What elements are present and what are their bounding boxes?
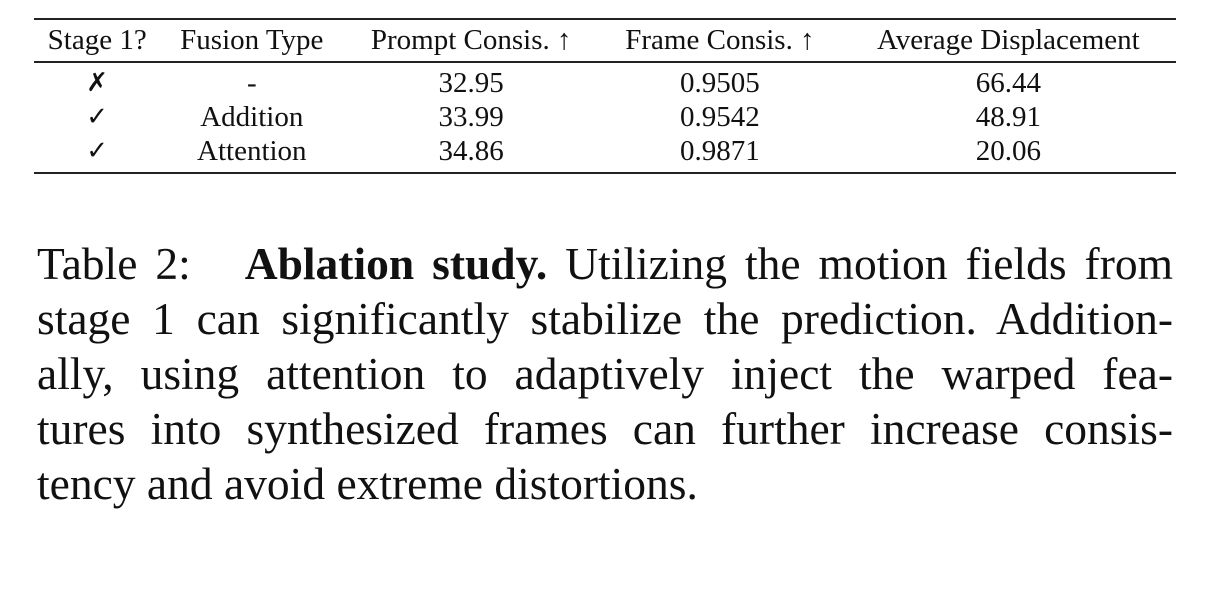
ablation-table: Stage 1? Fusion Type Prompt Consis. ↑ Fr…: [34, 18, 1176, 174]
cell: 20.06: [975, 135, 1041, 167]
caption-line: Table 2: Ablation study. Utilizing the m…: [37, 236, 1173, 291]
check-mark-icon: ✓: [86, 102, 109, 132]
header-frame-consis: Frame Consis. ↑: [625, 24, 815, 56]
cell: 32.95: [438, 67, 504, 99]
header-stage1: Stage 1?: [47, 24, 147, 56]
caption-text: Utilizing the motion fields from: [565, 238, 1173, 289]
header-prompt-consis: Prompt Consis. ↑: [370, 24, 572, 56]
table-caption: Table 2: Ablation study. Utilizing the m…: [37, 236, 1173, 511]
cell: 0.9871: [680, 135, 760, 167]
caption-line: stage 1 can significantly stabilize the …: [37, 293, 1173, 344]
cell: 0.9542: [680, 101, 760, 133]
cell: 66.44: [975, 67, 1041, 99]
cell: Addition: [200, 101, 304, 133]
table-header-row: Stage 1? Fusion Type Prompt Consis. ↑ Fr…: [34, 19, 1176, 62]
table-row: ✗ - 32.95 0.9505 66.44: [34, 62, 1176, 100]
header-average-displacement: Average Displacement: [876, 24, 1140, 56]
cell: Attention: [197, 135, 307, 167]
check-mark-icon: ✓: [86, 136, 109, 166]
caption-title: Ablation study.: [244, 238, 548, 289]
caption-line: ally, using attention to adaptively inje…: [37, 348, 1173, 399]
cell: 33.99: [438, 101, 504, 133]
table-row: ✓ Attention 34.86 0.9871 20.06: [34, 134, 1176, 173]
caption-label: Table 2:: [37, 238, 191, 289]
caption-line: tures into synthesized frames can furthe…: [37, 403, 1173, 454]
cross-mark-icon: ✗: [86, 68, 109, 98]
header-fusion-type: Fusion Type: [180, 24, 324, 56]
cell: 34.86: [438, 135, 504, 167]
cell: 0.9505: [680, 67, 760, 99]
table-row: ✓ Addition 33.99 0.9542 48.91: [34, 100, 1176, 134]
caption-line: tency and avoid extreme distortions.: [37, 458, 698, 509]
cell: -: [246, 67, 257, 99]
cell: 48.91: [975, 101, 1041, 133]
